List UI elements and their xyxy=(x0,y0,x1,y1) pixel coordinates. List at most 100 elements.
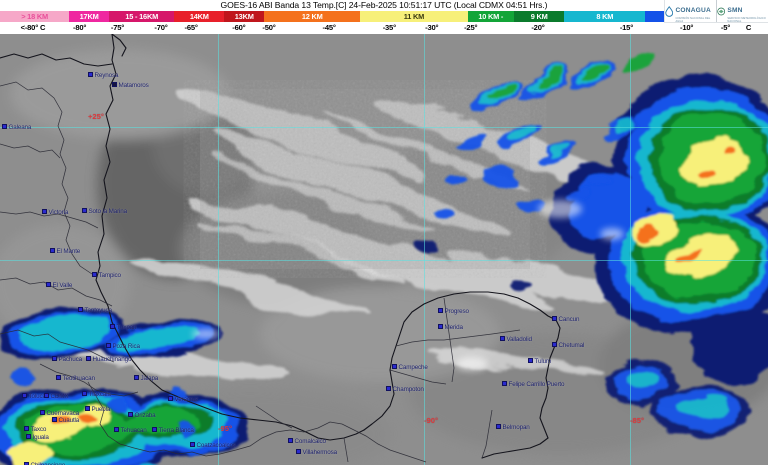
city-label: Orizaba xyxy=(128,412,156,419)
city-label: Pachuca xyxy=(52,356,82,363)
city-name: Orizaba xyxy=(134,412,156,419)
city-marker-icon xyxy=(112,82,117,87)
smn-name: SMN xyxy=(727,7,743,14)
grid-coordinate-label: -85° xyxy=(630,416,645,425)
colorbar-segment: > 18 KM xyxy=(0,11,70,22)
conagua-logo-text: CONAGUA COMISIÓN NACIONAL DEL AGUA xyxy=(675,0,716,23)
satellite-map[interactable]: +25° -95° -90° -85° Reynosa Matamoros Galeana V… xyxy=(0,34,768,465)
city-marker-icon xyxy=(50,248,55,253)
gridline-vertical xyxy=(424,34,425,465)
city-label: Poza Rica xyxy=(106,343,140,350)
city-label: Progreso xyxy=(438,308,469,315)
city-label: Merida xyxy=(438,324,463,331)
colorbar-segment: 12 KM xyxy=(264,11,361,22)
city-marker-icon xyxy=(288,438,293,443)
city-label: Galeana xyxy=(2,124,31,131)
city-label: Villahermosa xyxy=(296,449,337,456)
city-label: Tlaxcala xyxy=(82,391,111,398)
city-name: Tuxpan xyxy=(116,324,137,331)
coastline-overlay xyxy=(0,34,561,463)
city-marker-icon xyxy=(56,375,61,380)
city-marker-icon xyxy=(52,356,57,361)
city-marker-icon xyxy=(110,324,115,329)
city-name: Merida xyxy=(444,324,464,331)
city-name: Tlaxcala xyxy=(88,391,111,398)
city-marker-icon xyxy=(24,462,29,465)
city-name: Matamoros xyxy=(118,82,149,89)
colorbar-tick-label: -45° xyxy=(322,23,336,32)
city-marker-icon xyxy=(134,375,139,380)
city-label: Chilpancingo xyxy=(24,462,65,465)
city-name: Champoton xyxy=(392,386,424,393)
city-marker-icon xyxy=(438,308,443,313)
city-label: Teotihuacan xyxy=(56,375,95,382)
city-name: Chilpancingo xyxy=(31,462,66,465)
colorbar-segment: 11 KM xyxy=(360,11,468,22)
city-marker-icon xyxy=(500,336,505,341)
city-label: Tehuacan xyxy=(114,427,147,434)
city-label: Soto la Marina xyxy=(82,208,127,215)
city-marker-icon xyxy=(26,434,31,439)
colorbar-tick-label: -30° xyxy=(425,23,439,32)
city-marker-icon xyxy=(296,449,301,454)
city-label: Coatzacoalcos xyxy=(190,442,236,449)
city-label: Iguala xyxy=(26,434,49,441)
city-name: Cuernavaca xyxy=(46,410,80,417)
color-bar-ticks: <-80° C -80° -75° -70° -65° -60° -50° -45° -35° -… xyxy=(0,22,768,34)
city-marker-icon xyxy=(496,424,501,429)
city-name: Cancun xyxy=(558,316,580,323)
city-marker-icon xyxy=(2,124,7,129)
city-label: Felipe Carrillo Puerto xyxy=(502,381,565,388)
colorbar-tick-label: -25° xyxy=(464,23,478,32)
city-label: Reynosa xyxy=(88,72,118,79)
city-label: Cancun xyxy=(552,316,579,323)
grid-coordinate-label: +25° xyxy=(88,112,104,121)
city-label: Matamoros xyxy=(112,82,149,89)
colorbar-tick-label: -5° xyxy=(720,23,731,32)
city-name: Progreso xyxy=(444,308,470,315)
city-marker-icon xyxy=(46,282,51,287)
grid-coordinate-label: -95° xyxy=(218,424,233,433)
city-name: Taxco xyxy=(30,426,47,433)
city-name: Comalcalco xyxy=(294,438,327,445)
city-name: Toluca xyxy=(28,393,46,400)
city-label: Toluca xyxy=(22,393,46,400)
colorbar-tick-label: -75° xyxy=(110,23,125,32)
colorbar-tick-label: -50° xyxy=(262,23,276,32)
gridline-horizontal xyxy=(0,127,768,128)
city-label: Tuxpan xyxy=(110,324,137,331)
conagua-name: CONAGUA xyxy=(675,7,711,14)
colorbar-segment: 8 KM xyxy=(564,11,646,22)
city-label: Campeche xyxy=(392,364,428,371)
city-label: Veracruz xyxy=(168,396,198,403)
city-label: Cuautla xyxy=(52,417,79,424)
city-marker-icon xyxy=(152,427,157,432)
city-name: Tulum xyxy=(534,358,552,365)
city-name: Belmopan xyxy=(502,424,530,431)
city-marker-icon xyxy=(438,324,443,329)
city-label: Champoton xyxy=(386,386,424,393)
city-name: Chetumal xyxy=(558,342,585,349)
water-drop-icon xyxy=(665,5,674,17)
gridline-vertical xyxy=(630,34,631,465)
colorbar-tick-label: -80° xyxy=(73,23,87,32)
city-marker-icon xyxy=(552,342,557,347)
colorbar-segment: 15 - 16KM xyxy=(109,11,175,22)
city-name: Tantoyuca xyxy=(84,307,113,314)
city-marker-icon xyxy=(44,393,49,398)
city-name: Victoria xyxy=(48,209,69,216)
colorbar-tick-label: -20° xyxy=(531,23,545,32)
colorbar-tick-label: C xyxy=(745,23,752,32)
colorbar-tick-label: -60° xyxy=(232,23,246,32)
city-name: Tampico xyxy=(98,272,122,279)
city-name: Felipe Carrillo Puerto xyxy=(508,381,565,388)
city-label: Cuernavaca xyxy=(40,410,79,417)
city-marker-icon xyxy=(40,410,45,415)
city-name: Coatzacoalcos xyxy=(196,442,237,449)
city-name: El Valle xyxy=(52,282,73,289)
city-name: Villahermosa xyxy=(302,449,338,456)
city-label: Tierra Blanca xyxy=(152,427,194,434)
conagua-subtitle: COMISIÓN NACIONAL DEL AGUA xyxy=(675,17,711,23)
city-label: Taxco xyxy=(24,426,46,433)
